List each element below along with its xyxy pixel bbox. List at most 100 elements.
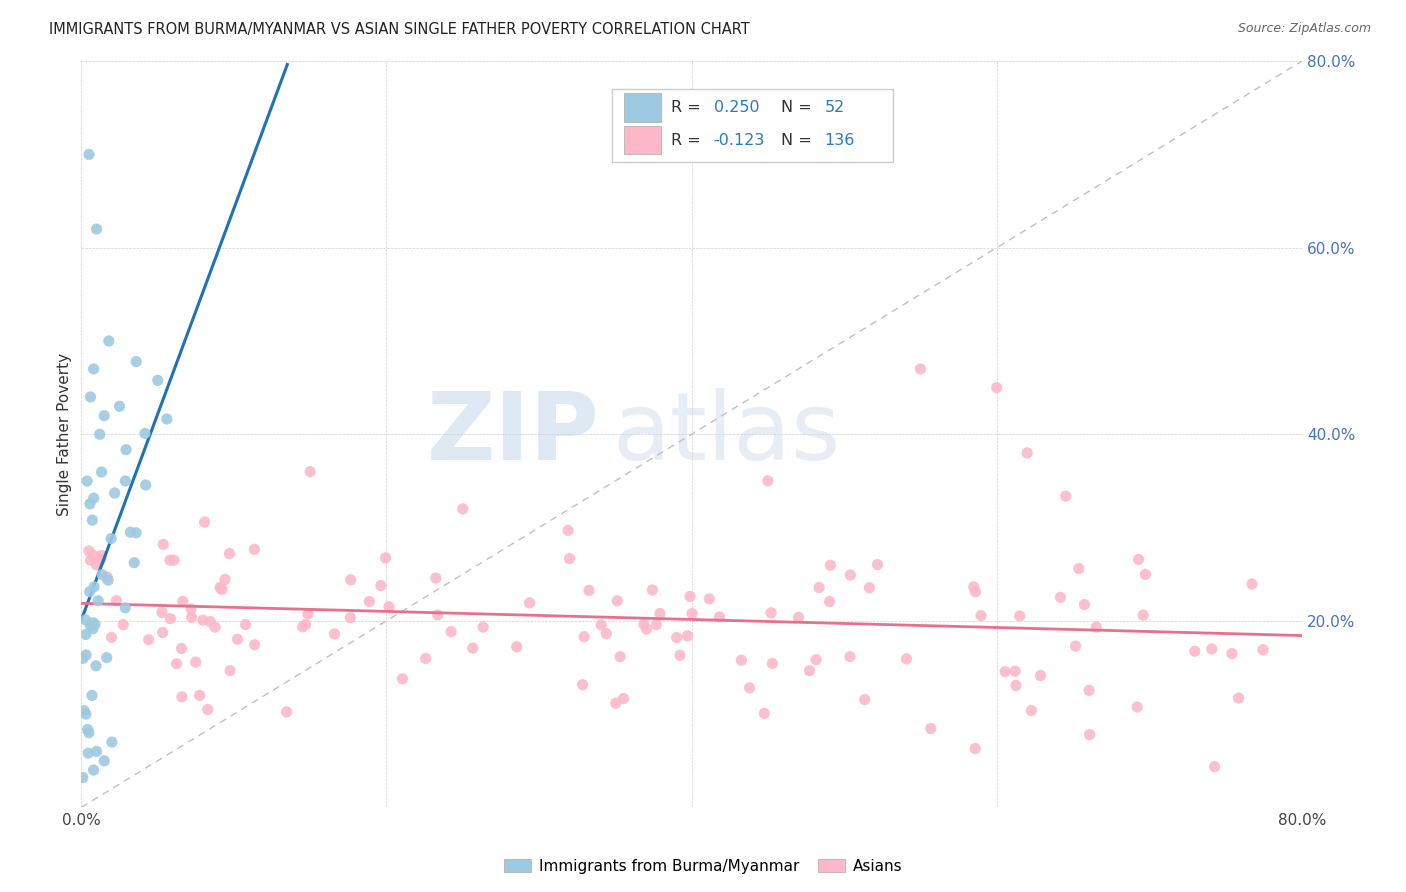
Point — [226, 632, 249, 647]
Point — [461, 641, 484, 656]
Point — [1073, 598, 1095, 612]
Point — [965, 584, 987, 599]
Point — [294, 617, 316, 632]
Point — [152, 537, 174, 551]
Point — [738, 681, 761, 695]
Point — [101, 735, 124, 749]
Point — [138, 632, 160, 647]
Point — [93, 754, 115, 768]
Point — [91, 567, 114, 582]
Point — [866, 558, 889, 572]
Point — [79, 497, 101, 511]
Point — [90, 465, 112, 479]
Point — [1049, 591, 1071, 605]
Point — [188, 689, 211, 703]
Point — [77, 725, 100, 739]
Point — [105, 593, 128, 607]
Point — [243, 542, 266, 557]
Point — [681, 607, 703, 621]
Point — [125, 525, 148, 540]
Point — [86, 558, 108, 572]
Point — [472, 620, 495, 634]
Point — [756, 474, 779, 488]
Point — [415, 651, 437, 665]
Point — [818, 594, 841, 608]
Point — [986, 381, 1008, 395]
Point — [425, 571, 447, 585]
Point — [150, 605, 173, 619]
Point — [75, 648, 97, 662]
Point — [759, 606, 782, 620]
Point — [1005, 678, 1028, 692]
Point — [374, 550, 396, 565]
Point — [170, 690, 193, 704]
Point — [83, 549, 105, 563]
Point — [97, 573, 120, 587]
Text: R =: R = — [671, 100, 706, 115]
Point — [636, 622, 658, 636]
Point — [191, 613, 214, 627]
Point — [120, 525, 142, 540]
Point — [96, 570, 118, 584]
Point — [853, 692, 876, 706]
Point — [146, 373, 169, 387]
Point — [1128, 552, 1150, 566]
Point — [506, 640, 529, 654]
Point — [83, 580, 105, 594]
Point — [1240, 577, 1263, 591]
Point — [578, 583, 600, 598]
Point — [1201, 642, 1223, 657]
Point — [219, 664, 242, 678]
Point — [1220, 647, 1243, 661]
FancyBboxPatch shape — [624, 94, 661, 121]
Point — [1132, 608, 1154, 623]
Point — [96, 570, 118, 584]
Text: IMMIGRANTS FROM BURMA/MYANMAR VS ASIAN SINGLE FATHER POVERTY CORRELATION CHART: IMMIGRANTS FROM BURMA/MYANMAR VS ASIAN S… — [49, 22, 749, 37]
Point — [112, 617, 135, 632]
Point — [1067, 561, 1090, 575]
Point — [1054, 489, 1077, 503]
Point — [166, 657, 188, 671]
Point — [679, 590, 702, 604]
Point — [1021, 704, 1043, 718]
Point — [709, 610, 731, 624]
Point — [84, 617, 107, 632]
Point — [378, 599, 401, 614]
Point — [235, 617, 257, 632]
Text: ZIP: ZIP — [427, 388, 600, 480]
Point — [557, 524, 579, 538]
Point — [209, 581, 232, 595]
Point — [1085, 620, 1108, 634]
Point — [641, 582, 664, 597]
Text: -0.123: -0.123 — [713, 133, 765, 148]
Point — [104, 486, 127, 500]
Point — [96, 650, 118, 665]
Point — [79, 584, 101, 599]
Point — [591, 618, 613, 632]
Point — [77, 746, 100, 760]
Point — [200, 615, 222, 629]
Point — [699, 591, 721, 606]
Text: 52: 52 — [824, 100, 845, 115]
Text: 0.250: 0.250 — [713, 100, 759, 115]
Point — [87, 593, 110, 607]
Point — [370, 578, 392, 592]
Point — [1017, 446, 1039, 460]
Point — [820, 558, 842, 573]
Point — [612, 691, 634, 706]
Point — [440, 624, 463, 639]
Point — [83, 491, 105, 505]
Point — [519, 596, 541, 610]
Point — [90, 549, 112, 563]
Text: R =: R = — [671, 133, 706, 148]
Point — [1126, 700, 1149, 714]
Point — [1078, 683, 1101, 698]
Point — [204, 620, 226, 634]
Point — [339, 573, 361, 587]
Point — [79, 553, 101, 567]
Point — [163, 553, 186, 567]
FancyBboxPatch shape — [624, 126, 661, 154]
Point — [963, 580, 986, 594]
Point — [72, 651, 94, 665]
Point — [79, 390, 101, 404]
